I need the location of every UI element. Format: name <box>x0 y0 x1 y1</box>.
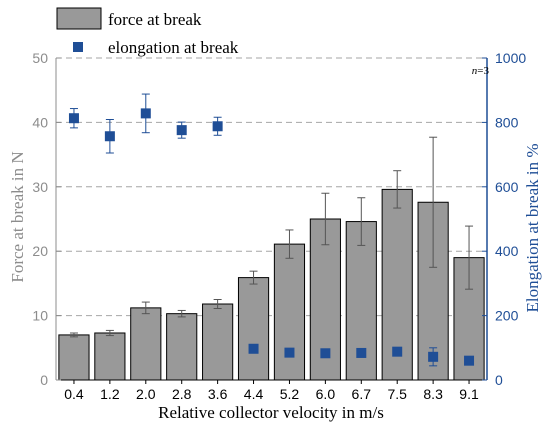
legend: force at break elongation at break <box>56 7 239 57</box>
grid-lines <box>56 57 487 317</box>
data-point <box>68 113 79 124</box>
x-tick-label: 0.4 <box>64 386 84 402</box>
bar <box>273 243 306 381</box>
y-tick-label-left: 0 <box>40 372 48 388</box>
legend-label-force: force at break <box>108 10 202 29</box>
x-axis-label: Relative collector velocity in m/s <box>158 403 384 422</box>
y-tick-label-right: 600 <box>495 179 519 195</box>
y-tick-label-left: 20 <box>32 243 48 259</box>
sample-size-value: =3 <box>477 65 489 77</box>
x-tick-label: 5.2 <box>280 386 300 402</box>
legend-label-elongation: elongation at break <box>108 38 239 57</box>
axes <box>55 57 488 384</box>
y-tick-label-right: 400 <box>495 243 519 259</box>
data-point <box>140 108 151 119</box>
data-point <box>464 355 475 366</box>
data-point <box>320 348 331 359</box>
data-point <box>356 347 367 358</box>
error-bars <box>69 136 474 338</box>
data-point <box>212 121 223 132</box>
legend-marker-elongation <box>73 42 83 52</box>
data-point <box>428 351 439 362</box>
bar <box>237 277 270 381</box>
y-tick-label-right: 200 <box>495 308 519 324</box>
x-tick-label: 6.0 <box>316 386 336 402</box>
x-tick-label: 9.1 <box>459 386 479 402</box>
legend-swatch-force <box>56 7 102 30</box>
y-tick-label-left: 50 <box>32 50 48 66</box>
x-tick-label: 2.8 <box>172 386 192 402</box>
tick-labels: 0 10 20 30 40 50 0 200 400 600 800 1000 0.4 1.2 2.0 2.8… <box>32 50 526 402</box>
bar <box>166 313 198 381</box>
points-elongation-at-break <box>68 93 475 367</box>
x-tick-label: 4.4 <box>244 386 264 402</box>
bar <box>130 307 162 381</box>
bar <box>94 332 126 381</box>
data-point <box>248 343 259 354</box>
bar <box>58 334 90 381</box>
x-tick-label: 7.5 <box>387 386 407 402</box>
y-tick-label-left: 40 <box>32 114 48 130</box>
y-tick-label-right: 800 <box>495 114 519 130</box>
x-tick-label: 3.6 <box>208 386 228 402</box>
x-tick-label: 6.7 <box>352 386 372 402</box>
y-tick-label-left: 30 <box>32 179 48 195</box>
bars-force-at-break <box>58 188 485 381</box>
y-axis-left-label: Force at break in N <box>8 151 27 282</box>
data-point <box>284 347 295 358</box>
x-tick-label: 8.3 <box>423 386 443 402</box>
x-tick-label: 1.2 <box>100 386 120 402</box>
data-point <box>176 125 187 136</box>
sample-size-annotation: n=3 <box>472 65 490 77</box>
x-tick-label: 2.0 <box>136 386 156 402</box>
data-point <box>392 346 403 357</box>
y-tick-label-right: 0 <box>495 372 503 388</box>
sample-size-symbol: n <box>472 65 478 77</box>
data-point <box>104 131 115 142</box>
bar <box>202 303 234 381</box>
y-tick-label-left: 10 <box>32 308 48 324</box>
y-tick-label-right: 1000 <box>495 50 526 66</box>
y-axis-right-label: Elongation at break in % <box>523 143 542 312</box>
